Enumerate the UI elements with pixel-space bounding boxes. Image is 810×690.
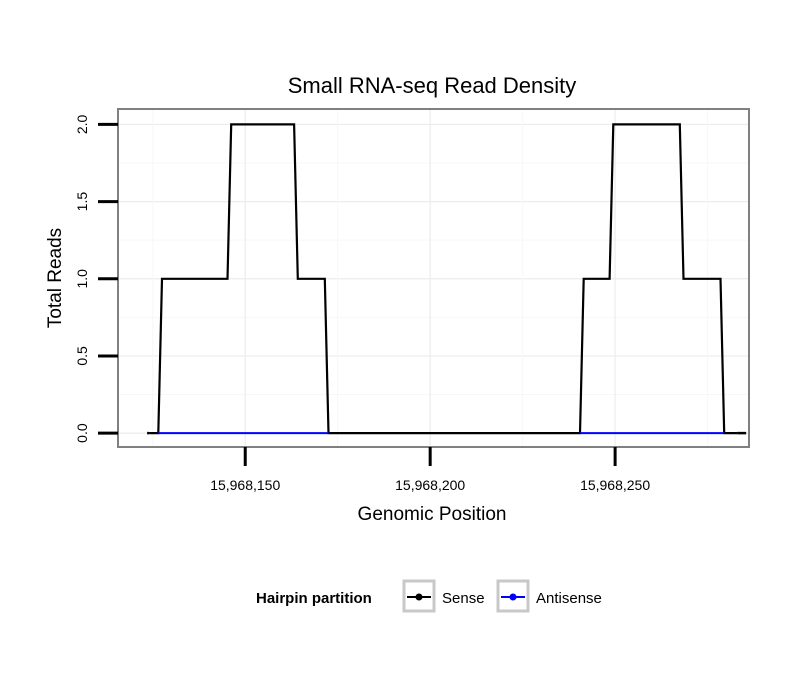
legend-item-sense: Sense xyxy=(402,579,485,613)
y-tick-label: 0.5 xyxy=(74,346,90,366)
legend-marker-sense xyxy=(415,593,423,601)
legend-label-sense: Sense xyxy=(442,590,485,607)
legend-label-antisense: Antisense xyxy=(536,590,602,607)
chart-title: Small RNA-seq Read Density xyxy=(288,73,577,98)
x-tick-label: 15,968,250 xyxy=(580,477,650,493)
y-tick-label: 2.0 xyxy=(74,114,90,134)
x-tick-label: 15,968,150 xyxy=(210,477,280,493)
series-line-sense xyxy=(149,123,738,435)
y-tick-label: 0.0 xyxy=(74,423,90,443)
legend-title: Hairpin partition xyxy=(256,590,372,607)
x-tick-label: 15,968,200 xyxy=(395,477,465,493)
x-axis-title: Genomic Position xyxy=(358,504,507,525)
y-axis-title: Total Reads xyxy=(45,228,66,328)
y-axis: 0.0 0.5 1.0 1.5 2.0 xyxy=(74,114,118,443)
y-tick-label: 1.0 xyxy=(74,269,90,289)
legend: Hairpin partition Sense Antisense xyxy=(256,579,602,613)
y-tick-label: 1.5 xyxy=(74,192,90,212)
x-axis: 15,968,150 15,968,200 15,968,250 xyxy=(210,447,650,493)
series-lines xyxy=(147,123,747,435)
legend-item-antisense: Antisense xyxy=(496,579,602,613)
legend-marker-antisense xyxy=(509,593,517,601)
